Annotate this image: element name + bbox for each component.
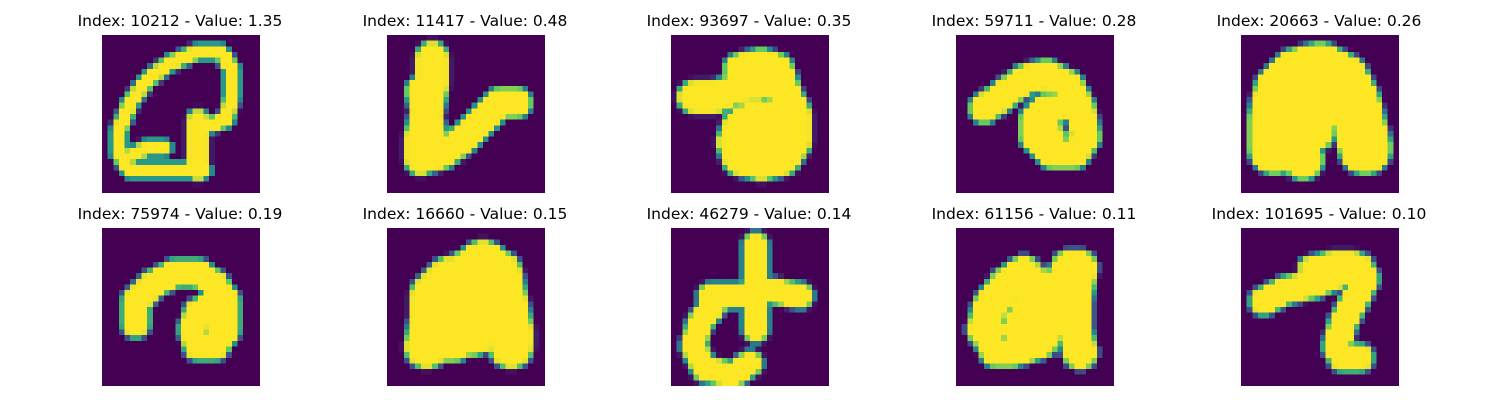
panel-title: Index: 46279 - Value: 0.14 — [646, 205, 852, 223]
digit-image — [956, 228, 1114, 386]
digit-image — [1241, 228, 1399, 386]
image-panel: Index: 61156 - Value: 0.11 — [914, 193, 1154, 386]
image-panel: Index: 93697 - Value: 0.35 — [629, 0, 869, 193]
image-panel: Index: 101695 - Value: 0.10 — [1199, 193, 1439, 386]
digit-image — [671, 228, 829, 386]
panel-title: Index: 59711 - Value: 0.28 — [931, 12, 1137, 30]
digit-image — [387, 228, 545, 386]
image-panel: Index: 59711 - Value: 0.28 — [914, 0, 1154, 193]
panel-title: Index: 11417 - Value: 0.48 — [362, 12, 568, 30]
image-panel: Index: 10212 - Value: 1.35 — [60, 0, 300, 193]
digit-image — [956, 35, 1114, 193]
panel-title: Index: 10212 - Value: 1.35 — [77, 12, 283, 30]
image-panel: Index: 46279 - Value: 0.14 — [629, 193, 869, 386]
digit-image — [102, 35, 260, 193]
panel-title: Index: 20663 - Value: 0.26 — [1216, 12, 1422, 30]
panel-title: Index: 101695 - Value: 0.10 — [1211, 205, 1427, 223]
panel-title: Index: 93697 - Value: 0.35 — [646, 12, 852, 30]
panel-title: Index: 75974 - Value: 0.19 — [77, 205, 283, 223]
image-panel: Index: 11417 - Value: 0.48 — [345, 0, 585, 193]
digit-image — [102, 228, 260, 386]
image-panel: Index: 75974 - Value: 0.19 — [60, 193, 300, 386]
digit-image — [1241, 35, 1399, 193]
digit-image — [671, 35, 829, 193]
panel-title: Index: 16660 - Value: 0.15 — [362, 205, 568, 223]
digit-image — [387, 35, 545, 193]
image-panel: Index: 20663 - Value: 0.26 — [1199, 0, 1439, 193]
image-panel: Index: 16660 - Value: 0.15 — [345, 193, 585, 386]
panel-title: Index: 61156 - Value: 0.11 — [931, 205, 1137, 223]
